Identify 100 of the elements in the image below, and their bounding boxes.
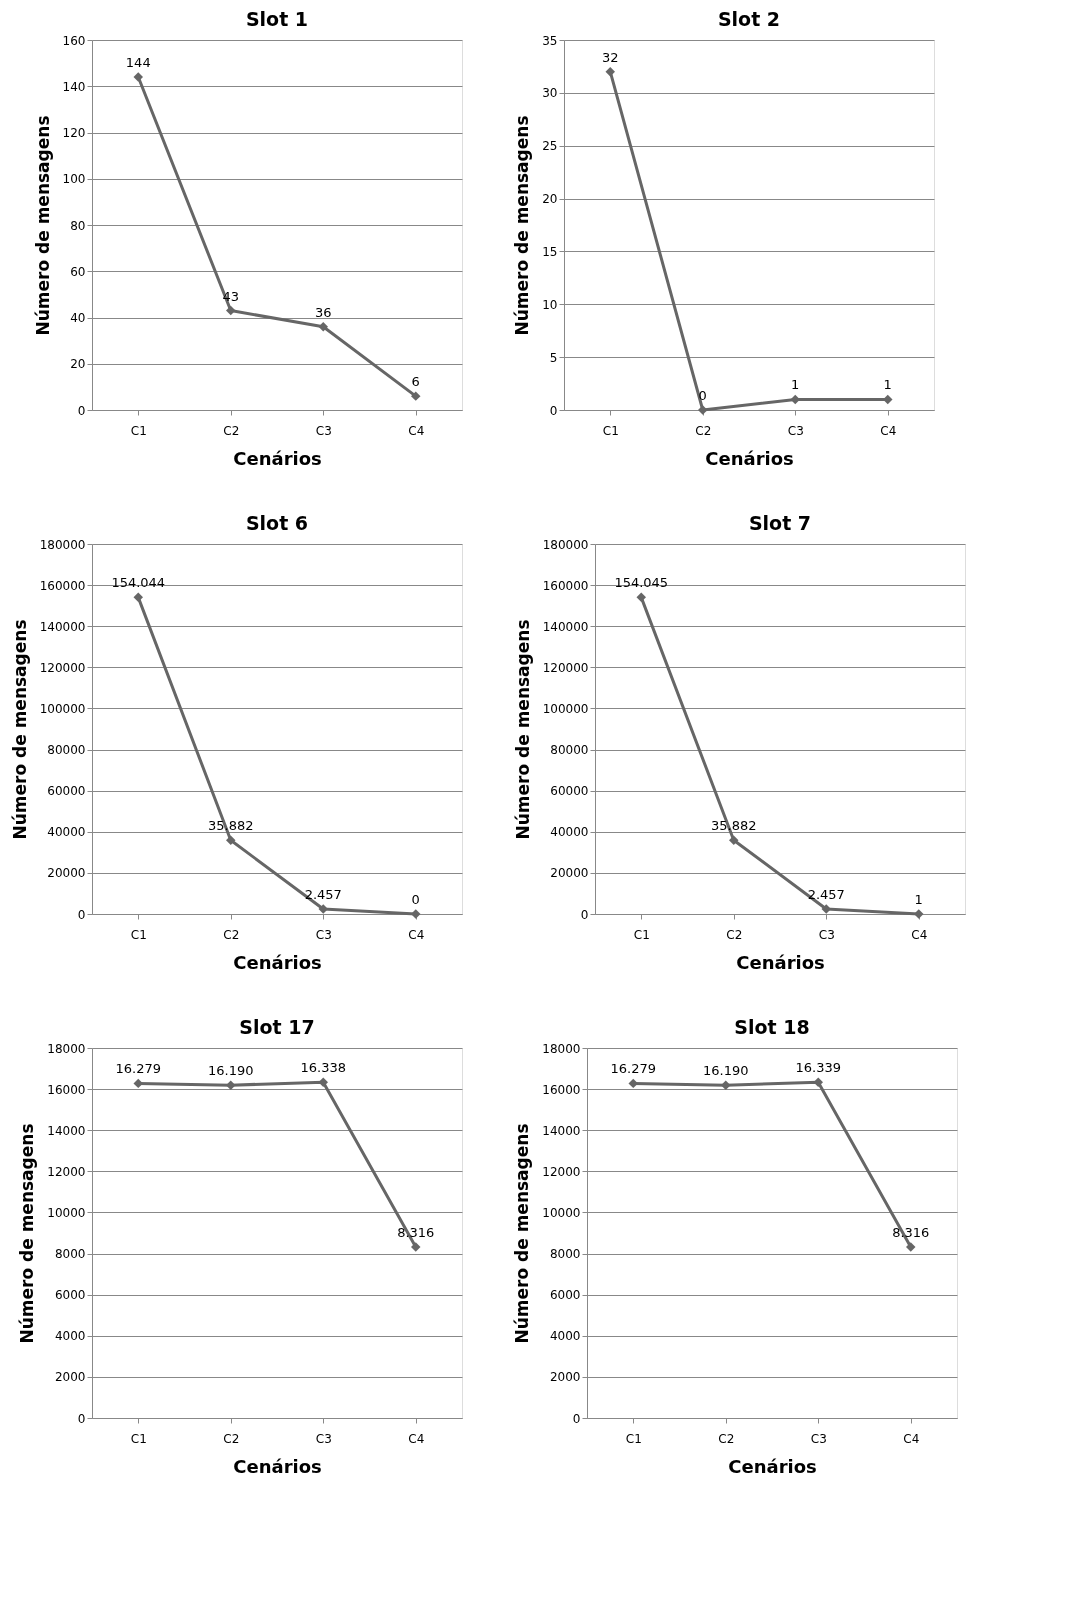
point [318,904,328,914]
y-tick-label: 0 [572,1411,581,1426]
y-tick-label: 20 [542,192,558,207]
chart-title: Slot 18 [734,1016,810,1038]
data-label: 2.457 [304,886,342,902]
y-tick-label: 120 [62,126,86,140]
y-tick-label: 14000 [47,1123,86,1138]
point [628,1078,638,1089]
data-label: 16.279 [610,1061,656,1077]
x-tick-label: C3 [315,927,332,942]
point [133,592,143,603]
y-tick-label: 60000 [47,784,86,799]
point [729,835,739,845]
y-tick-label: 15 [542,244,558,259]
y-axis-title: Número de mensagens [512,115,533,336]
y-tick-label: 2000 [54,1370,86,1385]
y-tick-label: 18000 [47,1041,86,1056]
y-tick-label: 4000 [54,1329,86,1344]
y-tick-label: 180000 [39,537,86,552]
y-tick-label: 180000 [542,537,589,552]
y-tick-label: 0 [77,907,86,922]
data-label: 144 [125,55,151,70]
data-label: 1 [883,377,892,393]
x-tick-label: C2 [223,927,240,942]
point [906,1242,916,1252]
y-tick-label: 8000 [549,1247,581,1262]
y-tick-label: 2000 [549,1370,581,1385]
point [914,909,924,919]
y-tick-label: 80000 [550,743,589,758]
x-tick-label: C1 [602,423,619,438]
point [721,1080,731,1090]
x-tick-label: C1 [130,423,147,438]
y-axis-title: Número de mensagens [32,115,53,336]
y-tick-label: 25 [542,139,558,154]
y-tick-label: 14000 [542,1123,581,1138]
data-label: 16.190 [703,1063,749,1079]
y-tick-label: 140000 [39,619,86,634]
data-label: 0 [698,388,707,403]
point [226,305,236,316]
y-tick-label: 40000 [47,825,86,840]
chart-title: Slot 7 [748,512,812,534]
data-label: 16.279 [115,1061,161,1077]
x-axis-title: Cenários [233,951,322,973]
x-tick-label: C1 [633,927,650,942]
y-tick-label: 160000 [39,578,86,593]
x-tick-label: C2 [223,1431,240,1446]
y-tick-label: 16000 [542,1082,581,1097]
y-tick-label: 40 [70,311,86,325]
y-tick-label: 140 [62,79,86,94]
chart-title: Slot 6 [245,512,309,534]
point [133,1078,143,1089]
data-label: 1 [791,377,800,393]
y-tick-label: 100 [62,172,86,187]
y-tick-label: 100000 [542,701,589,716]
x-tick-label: C3 [315,1431,332,1446]
x-tick-label: C2 [223,423,240,438]
data-label: 0 [411,892,420,907]
y-axis-title: Número de mensagens [512,1123,533,1344]
y-tick-label: 80000 [47,743,86,758]
data-label: 154.044 [111,575,166,591]
y-tick-label: 0 [77,1411,86,1426]
point [883,394,893,405]
x-axis-title: Cenários [705,447,794,469]
y-tick-label: 12000 [542,1164,581,1179]
x-tick-label: C4 [911,927,928,942]
x-tick-label: C1 [130,1431,147,1446]
y-tick-label: 8000 [54,1247,86,1262]
x-tick-label: C3 [315,423,332,438]
data-label: 32 [601,49,619,65]
data-label: 16.339 [795,1060,841,1076]
y-tick-label: 6000 [54,1288,86,1303]
x-tick-label: C3 [810,1431,827,1446]
x-tick-label: C4 [408,927,425,942]
y-axis-title: Número de mensagens [9,619,30,840]
point [226,835,236,845]
y-tick-label: 20 [70,357,86,372]
point [411,1242,421,1252]
data-label: 6 [411,374,420,390]
x-tick-label: C1 [130,927,147,942]
y-axis-title: Número de mensagens [17,1123,38,1344]
data-label: 2.457 [807,886,845,902]
chart-title: Slot 17 [239,1016,315,1038]
y-tick-label: 60000 [550,784,589,799]
y-tick-label: 4000 [549,1329,581,1344]
y-tick-label: 160000 [542,578,589,593]
y-axis-title: Número de mensagens [512,619,533,840]
point [636,592,646,603]
y-tick-label: 160 [62,33,86,48]
y-tick-label: 120000 [39,660,86,675]
data-label: 36 [314,304,332,320]
x-axis-title: Cenários [736,951,825,973]
y-tick-label: 20000 [47,866,86,881]
x-tick-label: C1 [625,1431,642,1446]
x-tick-label: C2 [726,927,743,942]
y-tick-label: 20000 [550,866,589,881]
data-label: 154.045 [614,575,669,591]
x-axis-title: Cenários [728,1455,817,1477]
y-tick-label: 140000 [542,619,589,634]
y-tick-label: 60 [70,264,86,279]
y-tick-label: 40000 [550,825,589,840]
